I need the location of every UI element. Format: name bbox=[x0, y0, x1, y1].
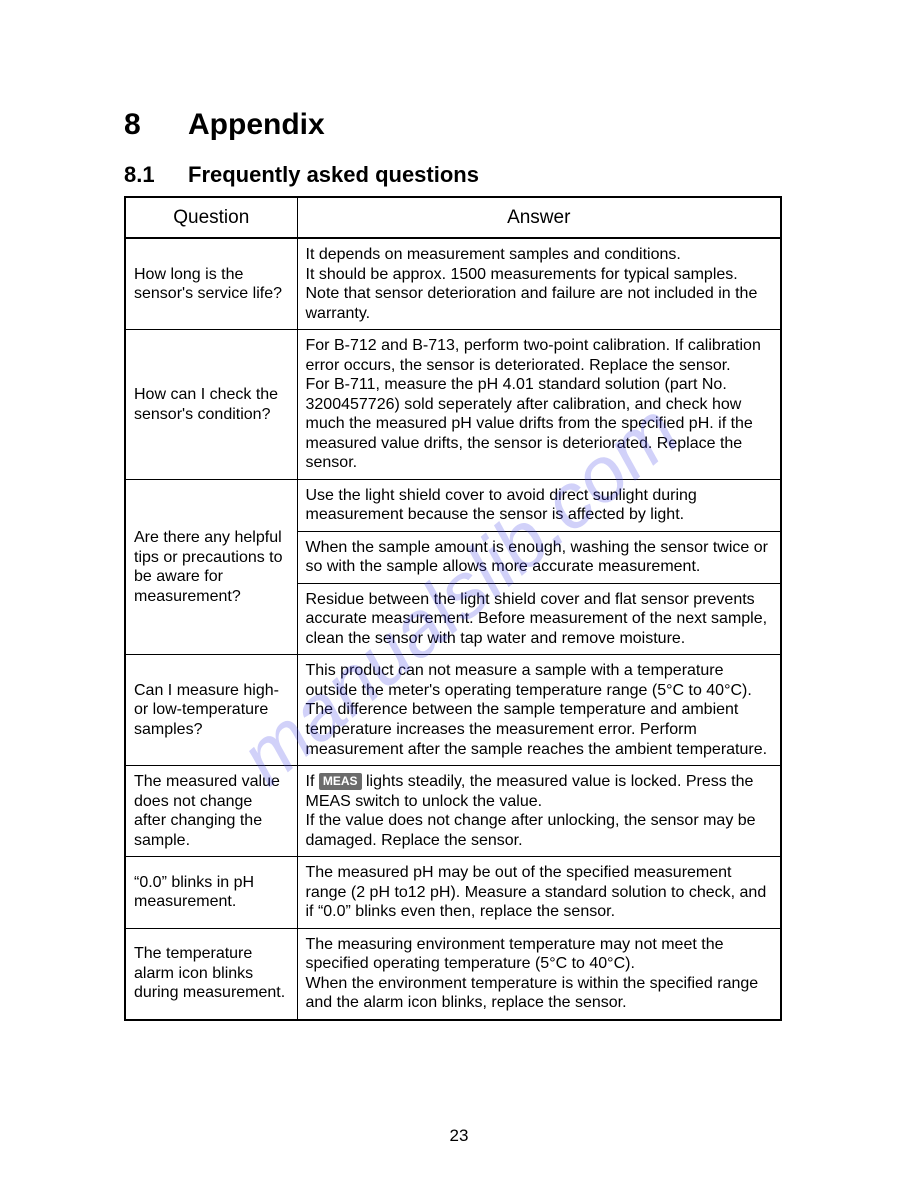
heading-1-title: Appendix bbox=[188, 108, 325, 142]
document-content: 8 Appendix 8.1 Frequently asked question… bbox=[124, 108, 818, 1021]
table-row: Are there any helpful tips or precaution… bbox=[125, 479, 781, 531]
table-row: Can I measure high- or low-temperature s… bbox=[125, 655, 781, 766]
question-cell: How can I check the sensor's condition? bbox=[125, 330, 297, 480]
heading-2-number: 8.1 bbox=[124, 162, 188, 188]
page-number: 23 bbox=[0, 1126, 918, 1146]
question-cell: The measured value does not change after… bbox=[125, 766, 297, 857]
question-cell: The temperature alarm icon blinks during… bbox=[125, 928, 297, 1020]
faq-table: Question Answer How long is the sensor's… bbox=[124, 196, 782, 1021]
table-header-row: Question Answer bbox=[125, 197, 781, 238]
column-header-answer: Answer bbox=[297, 197, 781, 238]
answer-cell: This product can not measure a sample wi… bbox=[297, 655, 781, 766]
answer-cell: When the sample amount is enough, washin… bbox=[297, 531, 781, 583]
question-cell: How long is the sensor's service life? bbox=[125, 238, 297, 330]
heading-1-number: 8 bbox=[124, 108, 188, 142]
answer-text-pre: If bbox=[306, 773, 319, 790]
meas-badge-icon: MEAS bbox=[319, 773, 362, 790]
table-row: The temperature alarm icon blinks during… bbox=[125, 928, 781, 1020]
answer-cell: For B-712 and B-713, perform two-point c… bbox=[297, 330, 781, 480]
answer-cell: The measured pH may be out of the specif… bbox=[297, 857, 781, 929]
heading-2: 8.1 Frequently asked questions bbox=[124, 162, 818, 188]
question-cell: Can I measure high- or low-temperature s… bbox=[125, 655, 297, 766]
heading-1: 8 Appendix bbox=[124, 108, 818, 142]
answer-cell: Residue between the light shield cover a… bbox=[297, 583, 781, 655]
table-row: The measured value does not change after… bbox=[125, 766, 781, 857]
answer-text-post: lights steadily, the measured value is l… bbox=[306, 773, 756, 849]
answer-cell: If MEAS lights steadily, the measured va… bbox=[297, 766, 781, 857]
heading-2-title: Frequently asked questions bbox=[188, 162, 479, 188]
answer-cell: Use the light shield cover to avoid dire… bbox=[297, 479, 781, 531]
table-row: “0.0” blinks in pH measurement. The meas… bbox=[125, 857, 781, 929]
question-cell: “0.0” blinks in pH measurement. bbox=[125, 857, 297, 929]
question-cell: Are there any helpful tips or precaution… bbox=[125, 479, 297, 655]
answer-cell: The measuring environment temperature ma… bbox=[297, 928, 781, 1020]
column-header-question: Question bbox=[125, 197, 297, 238]
answer-cell: It depends on measurement samples and co… bbox=[297, 238, 781, 330]
table-row: How can I check the sensor's condition? … bbox=[125, 330, 781, 480]
table-row: How long is the sensor's service life? I… bbox=[125, 238, 781, 330]
